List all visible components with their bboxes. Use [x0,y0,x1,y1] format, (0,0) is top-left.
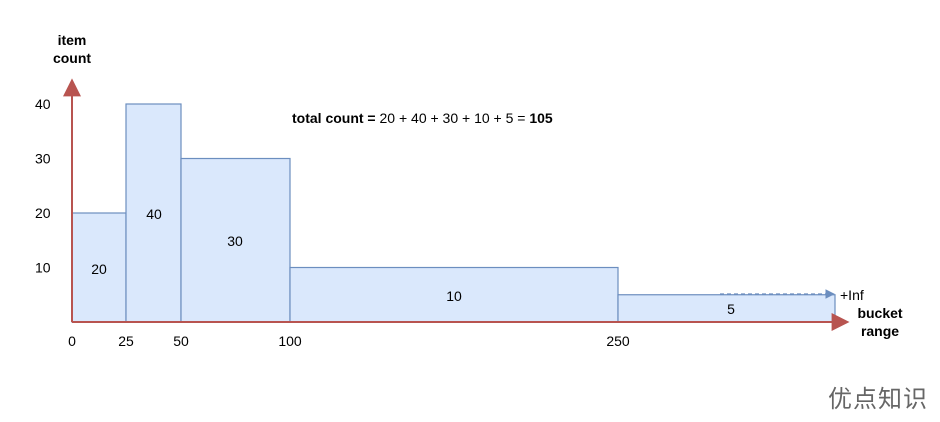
bar-label-4: 5 [727,301,735,317]
x-axis-label: bucket range [857,305,902,339]
labels-group: 20 40 30 10 5 +Inf 10 20 30 40 0 25 50 100 250 item coun… [35,32,903,349]
overflow-label: +Inf [840,287,864,303]
y-tick-label-0: 10 [35,260,51,276]
bar-label-1: 40 [146,206,162,222]
bar-0 [71,212,127,323]
bar-label-2: 30 [227,233,243,249]
bars-group [71,103,836,323]
x-tick-label-0: 0 [68,333,76,349]
y-axis-label: item count [53,32,91,66]
x-tick-label-1: 25 [118,333,134,349]
y-tick-label-2: 30 [35,151,51,167]
axes-group [63,78,850,331]
bar-label-3: 10 [446,288,462,304]
x-tick-label-4: 250 [606,333,630,349]
bar-2 [180,157,291,323]
x-tick-label-2: 50 [173,333,189,349]
x-tick-label-3: 100 [278,333,302,349]
bar-label-0: 20 [91,261,107,277]
y-tick-label-3: 40 [35,96,51,112]
bar-1 [125,103,182,323]
y-tick-label-1: 20 [35,205,51,221]
bar-3 [289,266,619,323]
watermark: 优点知识 [828,385,928,413]
total-annotation: total count = 20 + 40 + 30 + 10 + 5 = 10… [292,110,553,126]
